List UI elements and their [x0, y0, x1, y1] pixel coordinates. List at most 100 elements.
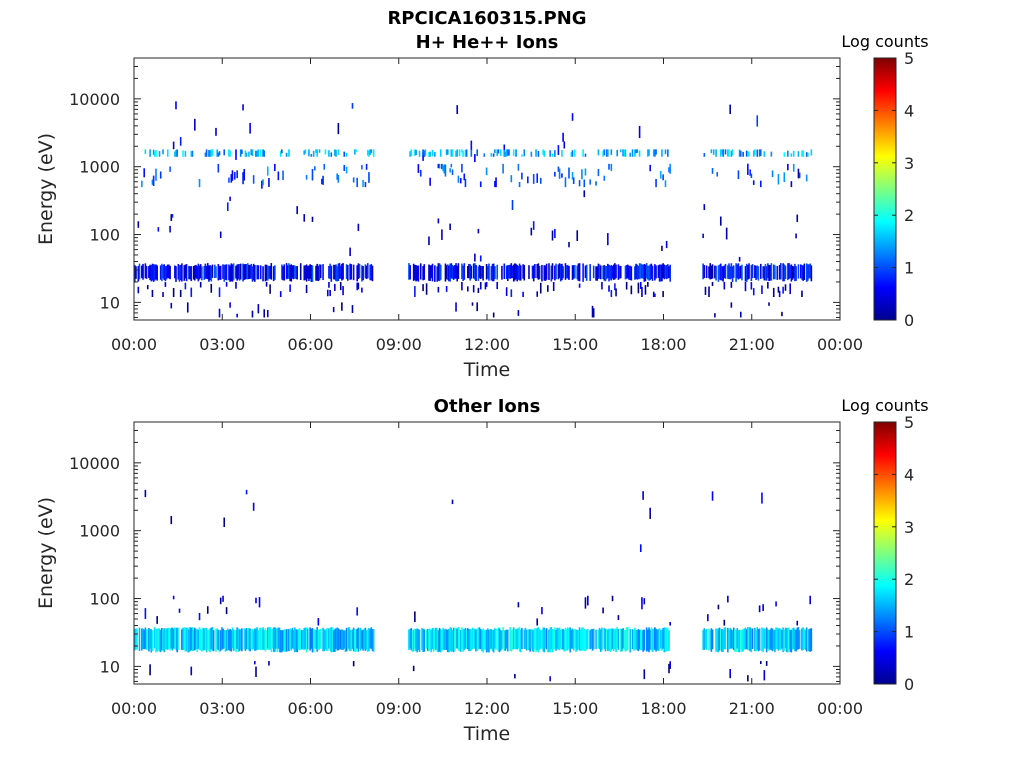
spectrogram-cell — [224, 630, 227, 652]
spectrogram-cell — [631, 149, 634, 157]
spectrogram-cell — [149, 264, 151, 281]
spectrogram-cell — [282, 266, 284, 281]
spectrogram-cell — [269, 284, 271, 294]
spectrogram-cell — [428, 152, 430, 157]
spectrogram-cell — [668, 266, 670, 279]
spectrogram-cell — [362, 629, 364, 651]
spectrogram-cell — [641, 597, 643, 610]
spectrogram-cell — [270, 263, 273, 280]
spectrogram-cell — [539, 630, 542, 649]
spectrogram-cell — [539, 282, 542, 294]
spectrogram-cell — [312, 150, 315, 157]
spectrogram-cell — [171, 627, 174, 651]
spectrogram-cell — [438, 628, 441, 652]
spectrogram-cell — [543, 627, 546, 653]
spectrogram-cell — [789, 629, 791, 652]
spectrogram-cell — [419, 169, 422, 177]
spectrogram-cell — [450, 263, 453, 279]
spectrogram-cell — [735, 263, 737, 282]
spectrogram-cell — [477, 228, 480, 234]
spectrogram-cell — [337, 123, 340, 135]
spectrogram-cell — [306, 628, 309, 650]
spectrogram-cell — [565, 628, 568, 651]
spectrogram-cell — [577, 263, 580, 281]
spectrogram-cell — [286, 629, 289, 652]
spectrogram-cell — [769, 265, 771, 281]
spectrogram-cell — [195, 629, 197, 650]
spectrogram-cell — [164, 266, 167, 282]
spectrogram-cell — [268, 661, 270, 666]
spectrogram-cell — [431, 149, 434, 157]
spectrogram-cell — [408, 263, 410, 280]
spectrogram-cell — [636, 629, 639, 651]
spectrogram-cell — [783, 264, 786, 282]
y-tick-label: 1000 — [79, 522, 120, 541]
spectrogram-cell — [664, 180, 667, 188]
spectrogram-cell — [603, 149, 606, 156]
y-tick-label: 1000 — [79, 158, 120, 177]
spectrogram-cell — [361, 630, 363, 649]
spectrogram-cell — [237, 264, 240, 280]
spectrogram-cell — [727, 265, 729, 279]
spectrogram-cell — [769, 629, 771, 650]
spectrogram-cell — [503, 630, 506, 652]
spectrogram-cell — [571, 172, 574, 180]
spectrogram-cell — [711, 491, 714, 501]
spectrogram-cell — [762, 266, 764, 279]
x-tick-label: 00:00 — [111, 335, 157, 354]
spectrogram-cell — [274, 265, 276, 280]
colorbar-tick-label: 5 — [904, 413, 914, 432]
spectrogram-cell — [507, 629, 509, 652]
y-tick-label: 10 — [100, 657, 120, 676]
spectrogram-cell — [747, 627, 749, 650]
spectrogram-cell — [777, 628, 780, 651]
spectrogram-cell — [592, 308, 595, 318]
spectrogram-cell — [210, 149, 213, 157]
spectrogram-cell — [414, 286, 416, 298]
spectrogram-cell — [490, 266, 493, 281]
spectrogram-cell — [205, 628, 208, 653]
colorbar-tick-label: 4 — [904, 101, 914, 120]
spectrogram-cell — [268, 178, 270, 187]
x-axis-label: Time — [463, 723, 511, 745]
spectrogram-cell — [787, 163, 789, 171]
spectrogram-cell — [294, 627, 296, 653]
spectrogram-cell — [582, 149, 584, 157]
spectrogram-cell — [445, 629, 448, 651]
spectrogram-cell — [243, 264, 246, 280]
spectrogram-cell — [625, 281, 628, 290]
spectrogram-cell — [590, 628, 593, 649]
spectrogram-cell — [531, 629, 534, 652]
spectrogram-cell — [732, 627, 735, 650]
spectrogram-cell — [170, 214, 173, 221]
spectrogram-cell — [325, 628, 328, 651]
spectrogram-cell — [547, 285, 549, 292]
spectrogram-cell — [172, 141, 175, 150]
spectrogram-cell — [718, 264, 721, 280]
spectrogram-cell — [318, 264, 321, 281]
spectrogram-cell — [711, 281, 714, 287]
spectrogram-cell — [794, 263, 796, 282]
spectrogram-cell — [217, 264, 220, 281]
spectrogram-cell — [437, 218, 440, 224]
spectrogram-cell — [784, 265, 787, 279]
spectrogram-cell — [661, 149, 663, 157]
spectrogram-cell — [218, 151, 221, 156]
spectrogram-cell — [278, 627, 281, 653]
spectrogram-cell — [362, 266, 364, 281]
spectrogram-cell — [431, 628, 434, 650]
spectrogram-cell — [468, 629, 470, 652]
spectrogram-cell — [144, 608, 147, 620]
spectrogram-cell — [185, 264, 188, 282]
spectrogram-cell — [649, 507, 651, 519]
spectrogram-cell — [572, 265, 575, 279]
spectrogram-cell — [135, 266, 137, 279]
spectrogram-cell — [351, 305, 354, 313]
spectrogram-cell — [231, 627, 234, 649]
spectrogram-cell — [328, 628, 330, 649]
spectrogram-cell — [504, 151, 507, 157]
spectrogram-cell — [723, 265, 726, 279]
spectrogram-cell — [170, 515, 173, 525]
spectrogram-cell — [364, 264, 367, 279]
colorbar — [873, 57, 897, 321]
